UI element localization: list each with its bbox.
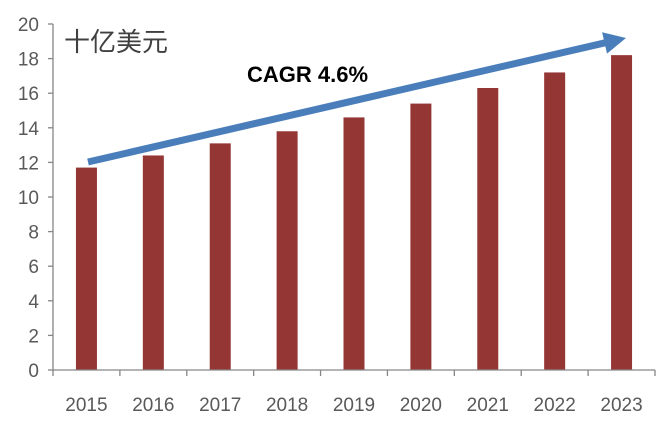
bar-2020 [410, 103, 432, 370]
bar-2021 [477, 88, 499, 370]
bar-2018 [276, 131, 298, 370]
y-tick-label: 16 [18, 84, 39, 105]
x-tick-label: 2015 [65, 395, 107, 416]
trend-arrow [87, 32, 626, 166]
x-tick-label: 2020 [400, 395, 442, 416]
y-tick-label: 14 [18, 119, 40, 140]
bar-2015 [75, 167, 97, 370]
x-tick-label: 2016 [132, 395, 174, 416]
x-tick-label: 2022 [534, 395, 576, 416]
x-tick-label: 2023 [600, 395, 642, 416]
bar-2023 [611, 55, 633, 370]
y-tick-label: 10 [18, 188, 39, 209]
y-tick-label: 18 [18, 50, 39, 71]
unit-label: 十亿美元 [64, 27, 168, 57]
y-tick-label: 4 [28, 292, 39, 313]
cagr-annotation: CAGR 4.6% [247, 62, 368, 87]
y-tick-label: 6 [28, 257, 39, 278]
x-tick-label: 2018 [266, 395, 308, 416]
y-tick-label: 2 [28, 326, 39, 347]
x-tick-label: 2021 [467, 395, 509, 416]
x-tick-label: 2017 [199, 395, 241, 416]
bar-2017 [209, 143, 231, 370]
y-tick-label: 12 [18, 153, 39, 174]
bar-2022 [544, 72, 566, 370]
x-tick-label: 2019 [333, 395, 375, 416]
y-tick-label: 8 [28, 223, 39, 244]
y-tick-label: 20 [18, 15, 39, 36]
bar-2016 [142, 155, 164, 370]
bar-2019 [343, 117, 365, 370]
y-tick-label: 0 [28, 361, 39, 382]
